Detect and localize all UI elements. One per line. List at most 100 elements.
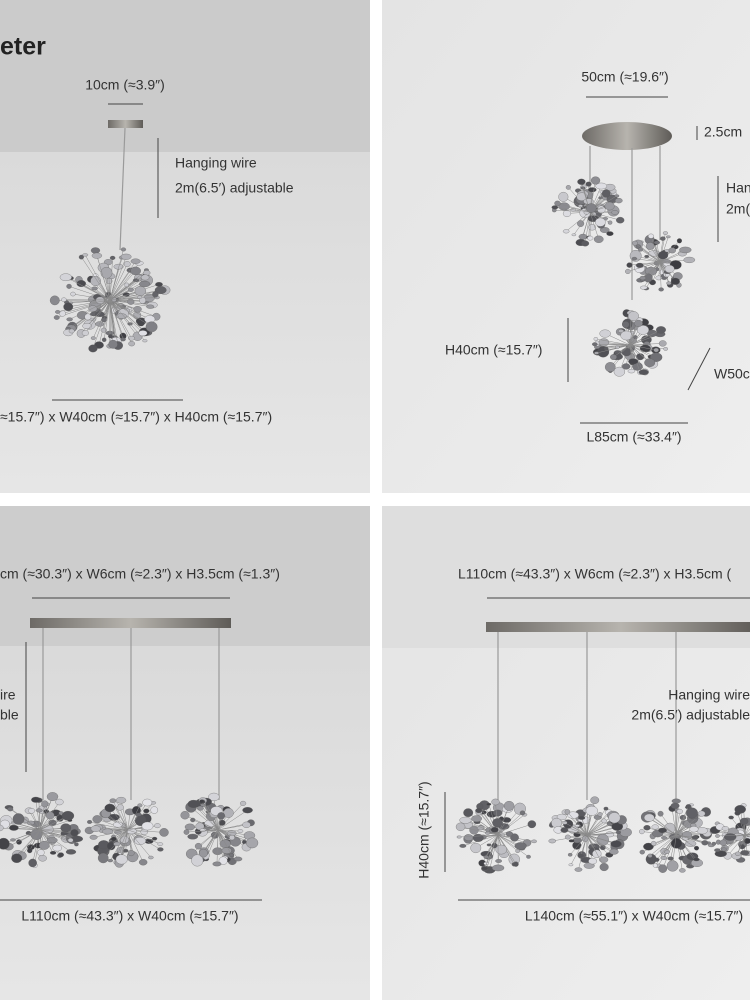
- leaf: [113, 821, 123, 828]
- leaf: [599, 856, 609, 863]
- leaf: [89, 834, 98, 840]
- stem: [109, 296, 140, 301]
- stem: [203, 829, 219, 854]
- leaf: [666, 860, 679, 872]
- stem: [98, 299, 111, 346]
- leaf: [90, 825, 101, 832]
- leaf: [739, 817, 749, 825]
- leaf: [503, 801, 515, 811]
- leaf: [81, 330, 89, 336]
- stem: [656, 834, 677, 860]
- leaf: [639, 849, 645, 855]
- stem: [497, 814, 525, 836]
- stem: [127, 814, 139, 831]
- leaf: [594, 351, 599, 355]
- stem: [217, 829, 224, 861]
- leaf: [150, 806, 159, 814]
- leaf: [463, 808, 474, 818]
- leaf: [91, 252, 102, 259]
- ceiling: [0, 0, 370, 152]
- leaf: [139, 280, 151, 288]
- leaf: [610, 840, 622, 848]
- leaf: [456, 835, 462, 839]
- panel-linear-110: cm (≈30.3″) x W6cm (≈2.3″) x H3.5cm (≈1.…: [0, 506, 370, 1000]
- stem: [675, 805, 689, 836]
- leaf: [12, 813, 25, 825]
- stem: [586, 834, 605, 868]
- leaf: [614, 194, 620, 198]
- stem: [121, 829, 129, 860]
- background: [382, 0, 750, 493]
- leaf: [180, 811, 190, 820]
- length-label: L85cm (≈33.4″): [586, 429, 681, 445]
- chandelier: [592, 309, 668, 377]
- stem: [39, 829, 54, 853]
- leaf: [472, 833, 484, 842]
- stem: [675, 834, 705, 844]
- leaf: [459, 816, 472, 824]
- leaf: [115, 854, 128, 865]
- overall-size: L140cm (≈55.1″) x W40cm (≈15.7″): [525, 908, 743, 924]
- leaf: [491, 798, 500, 806]
- stem: [86, 299, 111, 327]
- leaf: [670, 802, 680, 809]
- leaf: [721, 826, 729, 831]
- stem: [113, 829, 129, 840]
- leaf: [714, 850, 727, 857]
- leaf: [560, 827, 569, 833]
- leaf: [735, 851, 741, 856]
- stem: [116, 829, 129, 845]
- leaf: [88, 344, 98, 353]
- stem: [3, 829, 41, 844]
- leaf: [601, 189, 611, 198]
- leaf: [154, 823, 161, 829]
- stem: [109, 256, 127, 301]
- leaf: [645, 242, 655, 250]
- leaf: [615, 197, 623, 204]
- leaf: [490, 827, 499, 833]
- leaf: [599, 227, 610, 233]
- stem: [39, 829, 77, 840]
- wire-label: Hanging wire: [668, 687, 750, 703]
- stem: [109, 270, 136, 301]
- leaf: [76, 280, 86, 287]
- leaf: [627, 311, 639, 321]
- canopy-size: L110cm (≈43.3″) x W6cm (≈2.3″) x H3.5cm …: [458, 566, 732, 582]
- leaf: [106, 841, 116, 851]
- leaf: [660, 855, 667, 860]
- wire-label: 2m(: [726, 201, 750, 217]
- leaf: [102, 337, 107, 342]
- leaf: [92, 815, 102, 824]
- leaf: [217, 812, 226, 820]
- chandelier: [49, 247, 171, 353]
- stem: [717, 834, 746, 837]
- leaf: [104, 803, 116, 813]
- stem: [649, 834, 677, 856]
- leaf: [229, 835, 235, 841]
- leaf: [510, 833, 519, 842]
- stem: [39, 829, 71, 841]
- stem: [497, 805, 510, 836]
- leaf: [664, 264, 675, 273]
- leaf: [49, 851, 57, 855]
- stem: [39, 829, 58, 849]
- leaf: [643, 825, 651, 831]
- stem: [481, 834, 499, 864]
- leaf: [90, 276, 101, 286]
- leaf: [593, 337, 598, 341]
- leaf: [155, 282, 163, 287]
- leaf: [637, 247, 644, 252]
- stem: [217, 829, 241, 832]
- leaf: [655, 275, 662, 281]
- wire-label: ire: [0, 687, 16, 703]
- leaf: [95, 296, 105, 305]
- leaf: [689, 826, 699, 833]
- stem: [39, 829, 72, 853]
- leaf: [52, 844, 62, 852]
- stem: [629, 315, 634, 346]
- stem: [566, 211, 591, 232]
- stem: [563, 196, 591, 213]
- leaf: [627, 369, 636, 374]
- stem: [192, 819, 219, 831]
- leaf: [593, 235, 604, 243]
